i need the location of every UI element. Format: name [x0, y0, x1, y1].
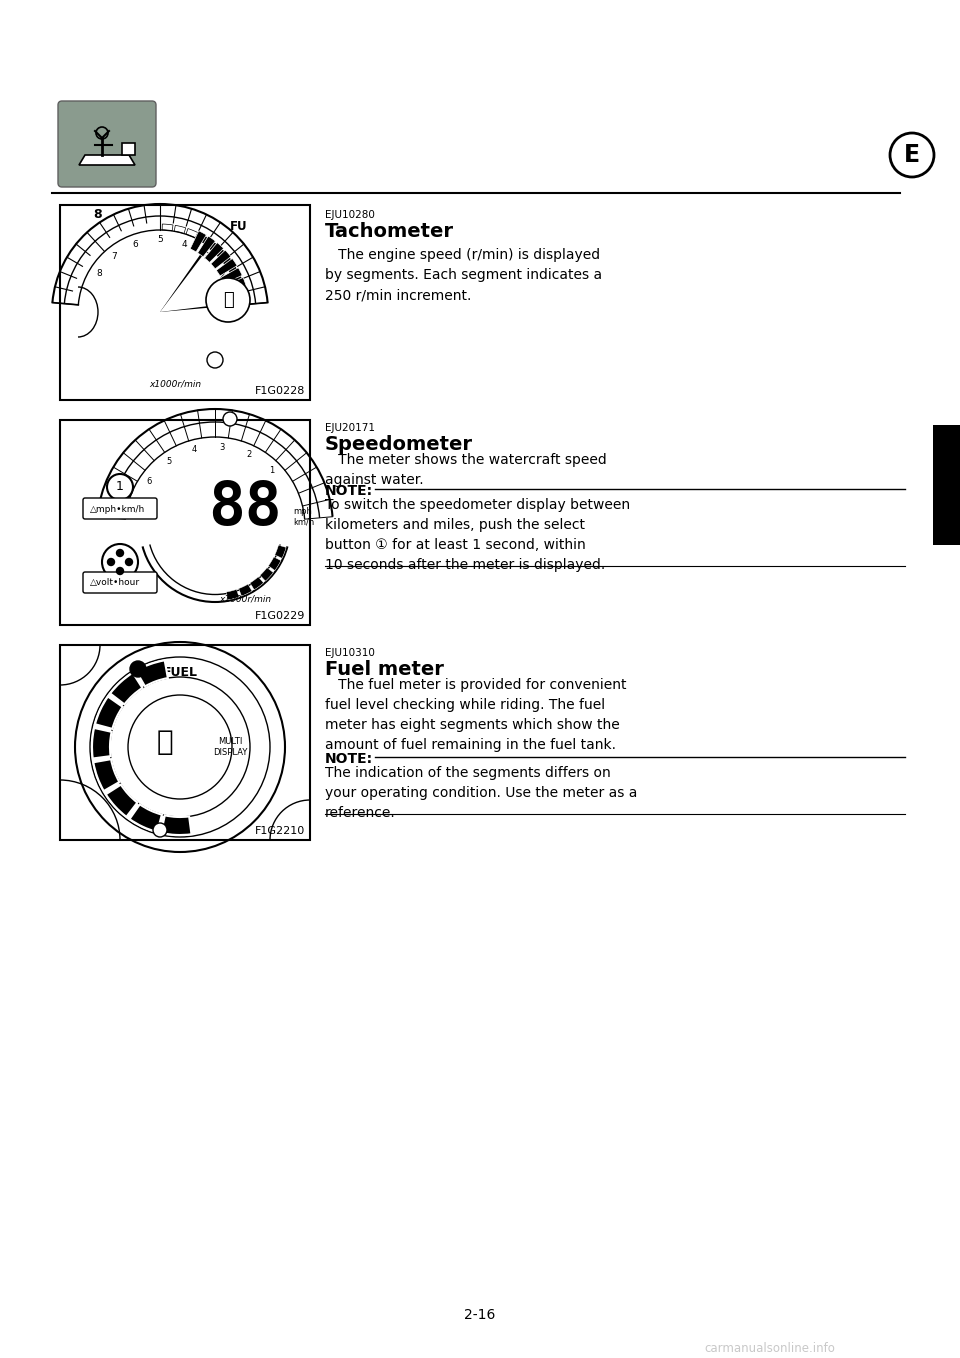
- Wedge shape: [110, 672, 142, 705]
- Wedge shape: [237, 281, 246, 293]
- Text: E: E: [904, 143, 920, 167]
- Text: F1G0228: F1G0228: [254, 386, 305, 397]
- Text: The engine speed (r/min) is displayed
by segments. Each segment indicates a
250 : The engine speed (r/min) is displayed by…: [325, 249, 602, 301]
- FancyBboxPatch shape: [58, 100, 156, 187]
- Text: 4: 4: [181, 240, 187, 249]
- Circle shape: [126, 558, 132, 565]
- Wedge shape: [160, 240, 248, 312]
- Wedge shape: [160, 249, 239, 312]
- Text: x1000r/min: x1000r/min: [149, 379, 201, 388]
- Text: 7: 7: [110, 253, 116, 261]
- Text: 3: 3: [219, 443, 225, 452]
- Circle shape: [107, 474, 133, 500]
- Wedge shape: [204, 243, 224, 262]
- Text: 1: 1: [116, 481, 124, 493]
- Circle shape: [223, 411, 237, 426]
- Text: △volt•hour: △volt•hour: [90, 579, 140, 588]
- Text: The indication of the segments differs on
your operating condition. Use the mete: The indication of the segments differs o…: [325, 766, 637, 820]
- Circle shape: [206, 278, 250, 322]
- Bar: [60, 420, 310, 625]
- Wedge shape: [240, 293, 248, 304]
- Wedge shape: [225, 258, 236, 270]
- Text: Fuel meter: Fuel meter: [325, 660, 444, 679]
- Text: NOTE:: NOTE:: [325, 752, 373, 766]
- Bar: [60, 645, 310, 841]
- Text: Speedometer: Speedometer: [325, 435, 473, 454]
- Wedge shape: [130, 804, 162, 832]
- Text: 1: 1: [269, 466, 275, 475]
- Text: 5: 5: [157, 235, 163, 244]
- Text: MULTI
DISPLAY: MULTI DISPLAY: [213, 737, 247, 756]
- Text: 2: 2: [220, 272, 226, 281]
- Text: 2: 2: [246, 449, 252, 459]
- Wedge shape: [239, 584, 252, 596]
- Wedge shape: [92, 728, 111, 759]
- Wedge shape: [217, 249, 228, 261]
- Wedge shape: [136, 660, 168, 686]
- Text: EJU10310: EJU10310: [325, 648, 374, 659]
- Text: FU: FU: [230, 220, 248, 234]
- Text: ⛽: ⛽: [156, 728, 174, 756]
- Text: FUEL: FUEL: [162, 665, 198, 679]
- Text: ⛽: ⛽: [223, 291, 233, 310]
- Text: 8: 8: [96, 269, 102, 278]
- Text: The fuel meter is provided for convenient
fuel level checking while riding. The : The fuel meter is provided for convenien…: [325, 678, 627, 752]
- Wedge shape: [275, 545, 286, 558]
- Wedge shape: [211, 250, 231, 269]
- Text: 3: 3: [204, 253, 209, 261]
- Text: △mph•km/h: △mph•km/h: [90, 505, 145, 513]
- Text: EJU10280: EJU10280: [325, 210, 374, 220]
- Text: 4: 4: [192, 445, 197, 454]
- Text: mph
km/h: mph km/h: [293, 508, 314, 527]
- Text: 6: 6: [147, 477, 152, 486]
- Wedge shape: [190, 231, 206, 253]
- Circle shape: [116, 568, 124, 574]
- Bar: [60, 205, 310, 401]
- Circle shape: [130, 661, 146, 678]
- Text: F1G2210: F1G2210: [254, 826, 305, 837]
- Text: 8: 8: [94, 208, 103, 220]
- Wedge shape: [228, 288, 249, 300]
- Wedge shape: [221, 268, 242, 284]
- Text: To switch the speedometer display between
kilometers and miles, push the select
: To switch the speedometer display betwee…: [325, 498, 630, 572]
- Wedge shape: [106, 785, 137, 816]
- Wedge shape: [269, 557, 281, 570]
- Text: NOTE:: NOTE:: [325, 483, 373, 498]
- Wedge shape: [197, 234, 209, 244]
- Wedge shape: [231, 269, 242, 281]
- FancyBboxPatch shape: [83, 572, 157, 593]
- Bar: [933, 425, 960, 545]
- Text: EJU20171: EJU20171: [325, 422, 375, 433]
- Text: 6: 6: [132, 240, 138, 249]
- Wedge shape: [207, 240, 220, 251]
- Wedge shape: [95, 697, 123, 729]
- Wedge shape: [225, 277, 246, 292]
- Wedge shape: [93, 759, 119, 790]
- Wedge shape: [227, 589, 239, 600]
- FancyBboxPatch shape: [83, 498, 157, 519]
- Text: 5: 5: [166, 458, 172, 466]
- Polygon shape: [79, 155, 135, 166]
- Text: F1G0229: F1G0229: [254, 611, 305, 621]
- Wedge shape: [250, 577, 264, 589]
- Circle shape: [116, 550, 124, 557]
- Circle shape: [108, 558, 114, 565]
- Wedge shape: [198, 236, 215, 257]
- Circle shape: [102, 545, 138, 580]
- Circle shape: [207, 352, 223, 368]
- Polygon shape: [122, 143, 135, 155]
- Text: The meter shows the watercraft speed
against water.: The meter shows the watercraft speed aga…: [325, 454, 607, 488]
- Wedge shape: [161, 815, 191, 835]
- Text: x1000r/min: x1000r/min: [219, 595, 271, 603]
- Circle shape: [153, 823, 167, 837]
- Wedge shape: [260, 568, 274, 581]
- Text: Tachometer: Tachometer: [325, 221, 454, 240]
- Text: carmanualsonline.info: carmanualsonline.info: [705, 1342, 835, 1354]
- Text: 88: 88: [208, 479, 281, 539]
- Text: 2-16: 2-16: [465, 1308, 495, 1321]
- Wedge shape: [216, 258, 237, 276]
